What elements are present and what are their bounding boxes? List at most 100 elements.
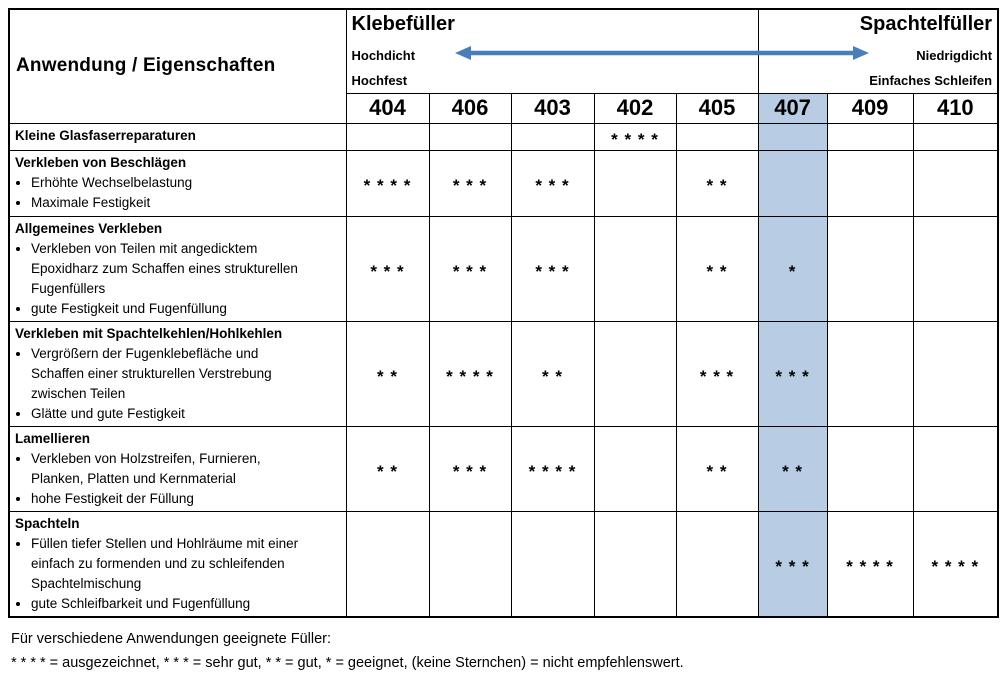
column-header-407: 407 xyxy=(757,92,828,124)
rating-cell xyxy=(912,425,999,512)
bullet-item: Verkleben von Teilen mit angedicktem Epo… xyxy=(31,239,305,299)
rating-stars: * * xyxy=(706,176,728,195)
rating-stars: * * xyxy=(377,461,398,481)
row-title-cell: Verkleben mit Spachtelkehlen/Hohlkehlen … xyxy=(8,320,347,427)
rating-cell: * * * xyxy=(510,215,595,322)
group-spachtelfueller: Spachtelfüller Niedrigdicht Einfaches Sc… xyxy=(757,8,999,94)
table-row: Kleine Glasfaserreparaturen * * * * xyxy=(8,122,999,151)
column-header-405: 405 xyxy=(675,92,759,124)
rating-cell: * * xyxy=(675,149,759,217)
table-row: Lamellieren Verkleben von Holzstreifen, … xyxy=(8,425,999,512)
column-header-409: 409 xyxy=(826,92,914,124)
rating-stars: * * * xyxy=(535,176,570,195)
rating-cell-highlighted: * * xyxy=(757,425,828,512)
row-title: Spachteln xyxy=(15,515,80,531)
row-bullets: Verkleben von Teilen mit angedicktem Epo… xyxy=(15,239,305,319)
table-row: Verkleben mit Spachtelkehlen/Hohlkehlen … xyxy=(8,320,999,427)
rating-cell xyxy=(675,122,759,151)
rating-stars: * * * xyxy=(452,261,488,281)
row-title-cell: Verkleben von Beschlägen Erhöhte Wechsel… xyxy=(8,149,347,217)
rating-cell xyxy=(826,122,914,151)
legend-line: * * * * = ausgezeichnet, * * * = sehr gu… xyxy=(11,654,684,671)
bullet-item: Maximale Festigkeit xyxy=(31,193,305,213)
rating-stars: * * * xyxy=(775,366,810,386)
row-title-cell: Allgemeines Verkleben Verkleben von Teil… xyxy=(8,215,347,322)
group-sub-hochfest: Hochfest xyxy=(351,73,408,88)
rating-cell: * * * xyxy=(428,149,512,217)
footer: Für verschiedene Anwendungen geeignete F… xyxy=(11,627,1005,675)
row-title: Verkleben mit Spachtelkehlen/Hohlkehlen xyxy=(15,325,283,341)
row-title: Kleine Glasfaserreparaturen xyxy=(15,127,196,143)
group-sub-einfaches-schleifen: Einfaches Schleifen xyxy=(869,73,993,88)
bullet-item: Füllen tiefer Stellen und Hohlräume mit … xyxy=(31,534,305,594)
rating-cell-highlighted: * xyxy=(757,215,828,322)
rating-stars: * * * xyxy=(535,261,570,281)
column-header-410: 410 xyxy=(912,92,999,124)
rating-cell: * * * * xyxy=(345,149,430,217)
rating-cell xyxy=(345,510,430,617)
bullet-item: Verkleben von Holzstreifen, Furnieren, P… xyxy=(31,449,305,489)
group-sub-hochdicht: Hochdicht xyxy=(351,48,416,63)
row-title-cell: Lamellieren Verkleben von Holzstreifen, … xyxy=(8,425,347,512)
row-title-cell: Kleine Glasfaserreparaturen xyxy=(8,122,347,151)
group-title-klebefueller: Klebefüller xyxy=(351,13,455,35)
rating-cell xyxy=(345,122,430,151)
rating-stars: * * * xyxy=(452,461,488,481)
row-title: Allgemeines Verkleben xyxy=(15,220,163,236)
rating-cell xyxy=(675,510,759,617)
rating-stars: * * * xyxy=(775,556,810,576)
rating-cell-highlighted xyxy=(757,122,828,151)
rating-cell xyxy=(593,215,677,322)
rating-stars: * * xyxy=(706,461,728,481)
rating-cell: * * * * xyxy=(510,425,595,512)
rating-cell xyxy=(912,320,999,427)
group-klebefueller: Klebefüller Hochdicht Hochfest xyxy=(345,8,759,94)
rating-cell: * * * * xyxy=(593,122,677,151)
rating-cell-highlighted xyxy=(757,149,828,217)
rating-stars: * * * * xyxy=(528,461,577,481)
column-header-403: 403 xyxy=(510,92,595,124)
rating-cell: * * * xyxy=(428,215,512,322)
column-header-406: 406 xyxy=(428,92,512,124)
row-bullets: Verkleben von Holzstreifen, Furnieren, P… xyxy=(15,449,305,509)
group-sub-niedrigdicht: Niedrigdicht xyxy=(916,48,993,63)
bullet-item: gute Schleifbarkeit und Fugenfüllung xyxy=(31,594,305,614)
rating-stars: * * xyxy=(377,366,398,386)
page: Anwendung / Eigenschaften Klebefüller Ho… xyxy=(0,0,1005,648)
rating-stars: * * * * xyxy=(931,556,980,576)
rating-cell: * * * xyxy=(428,425,512,512)
table-row: Verkleben von Beschlägen Erhöhte Wechsel… xyxy=(8,149,999,217)
row-bullets: Füllen tiefer Stellen und Hohlräume mit … xyxy=(15,534,305,614)
row-title: Lamellieren xyxy=(15,430,91,446)
rating-stars: * * * xyxy=(452,176,488,195)
rating-stars: * * xyxy=(782,461,804,481)
rating-cell xyxy=(510,122,595,151)
rating-cell xyxy=(826,425,914,512)
rating-cell-highlighted: * * * xyxy=(757,320,828,427)
table-row: Spachteln Füllen tiefer Stellen und Hohl… xyxy=(8,510,999,617)
column-header-402: 402 xyxy=(593,92,677,124)
rating-stars: * * * * xyxy=(446,366,494,386)
rating-stars: * * xyxy=(542,366,563,386)
rating-cell: * * xyxy=(345,425,430,512)
rating-cell xyxy=(593,320,677,427)
rating-stars: * xyxy=(788,261,797,281)
rating-cell xyxy=(912,122,999,151)
rating-stars: * * * * xyxy=(363,176,412,195)
rating-cell xyxy=(912,149,999,217)
bullet-item: Erhöhte Wechselbelastung xyxy=(31,173,305,193)
rating-cell: * * xyxy=(345,320,430,427)
filler-comparison-table: Anwendung / Eigenschaften Klebefüller Ho… xyxy=(8,8,1000,618)
rating-cell xyxy=(428,510,512,617)
group-title-spachtelfueller: Spachtelfüller xyxy=(859,13,993,35)
row-header-anwendung: Anwendung / Eigenschaften xyxy=(8,8,347,124)
row-title: Verkleben von Beschlägen xyxy=(15,154,187,170)
rating-cell-highlighted: * * * xyxy=(757,510,828,617)
rating-stars: * * * xyxy=(370,261,405,281)
rating-cell: * * * * xyxy=(826,510,914,617)
bullet-item: Glätte und gute Festigkeit xyxy=(31,404,305,424)
rating-stars: * * * * xyxy=(846,556,894,576)
bullet-item: gute Festigkeit und Fugenfüllung xyxy=(31,299,305,319)
rating-cell xyxy=(826,320,914,427)
bullet-item: hohe Festigkeit der Füllung xyxy=(31,489,305,509)
